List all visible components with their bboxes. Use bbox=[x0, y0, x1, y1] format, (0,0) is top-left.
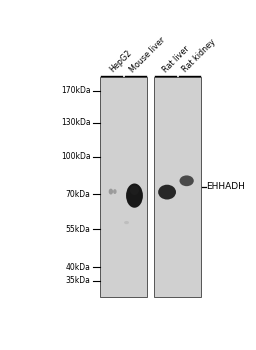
Text: EHHADH: EHHADH bbox=[206, 182, 245, 191]
Text: Rat kidney: Rat kidney bbox=[180, 37, 217, 74]
Ellipse shape bbox=[124, 221, 129, 224]
Ellipse shape bbox=[113, 189, 117, 194]
Ellipse shape bbox=[109, 189, 113, 195]
Text: HepG2: HepG2 bbox=[108, 48, 134, 74]
Text: Mouse liver: Mouse liver bbox=[128, 35, 167, 74]
Ellipse shape bbox=[130, 186, 139, 195]
Text: 70kDa: 70kDa bbox=[66, 190, 91, 199]
Text: 130kDa: 130kDa bbox=[61, 118, 91, 127]
Bar bbox=[100, 77, 147, 297]
Ellipse shape bbox=[126, 183, 143, 208]
Ellipse shape bbox=[179, 175, 194, 186]
Ellipse shape bbox=[158, 185, 176, 200]
Text: Rat liver: Rat liver bbox=[161, 44, 191, 74]
Text: 100kDa: 100kDa bbox=[61, 152, 91, 161]
Text: 35kDa: 35kDa bbox=[66, 276, 91, 285]
Text: 55kDa: 55kDa bbox=[66, 225, 91, 234]
Bar bbox=[154, 77, 201, 297]
Text: 170kDa: 170kDa bbox=[61, 86, 91, 95]
Text: 40kDa: 40kDa bbox=[66, 262, 91, 272]
